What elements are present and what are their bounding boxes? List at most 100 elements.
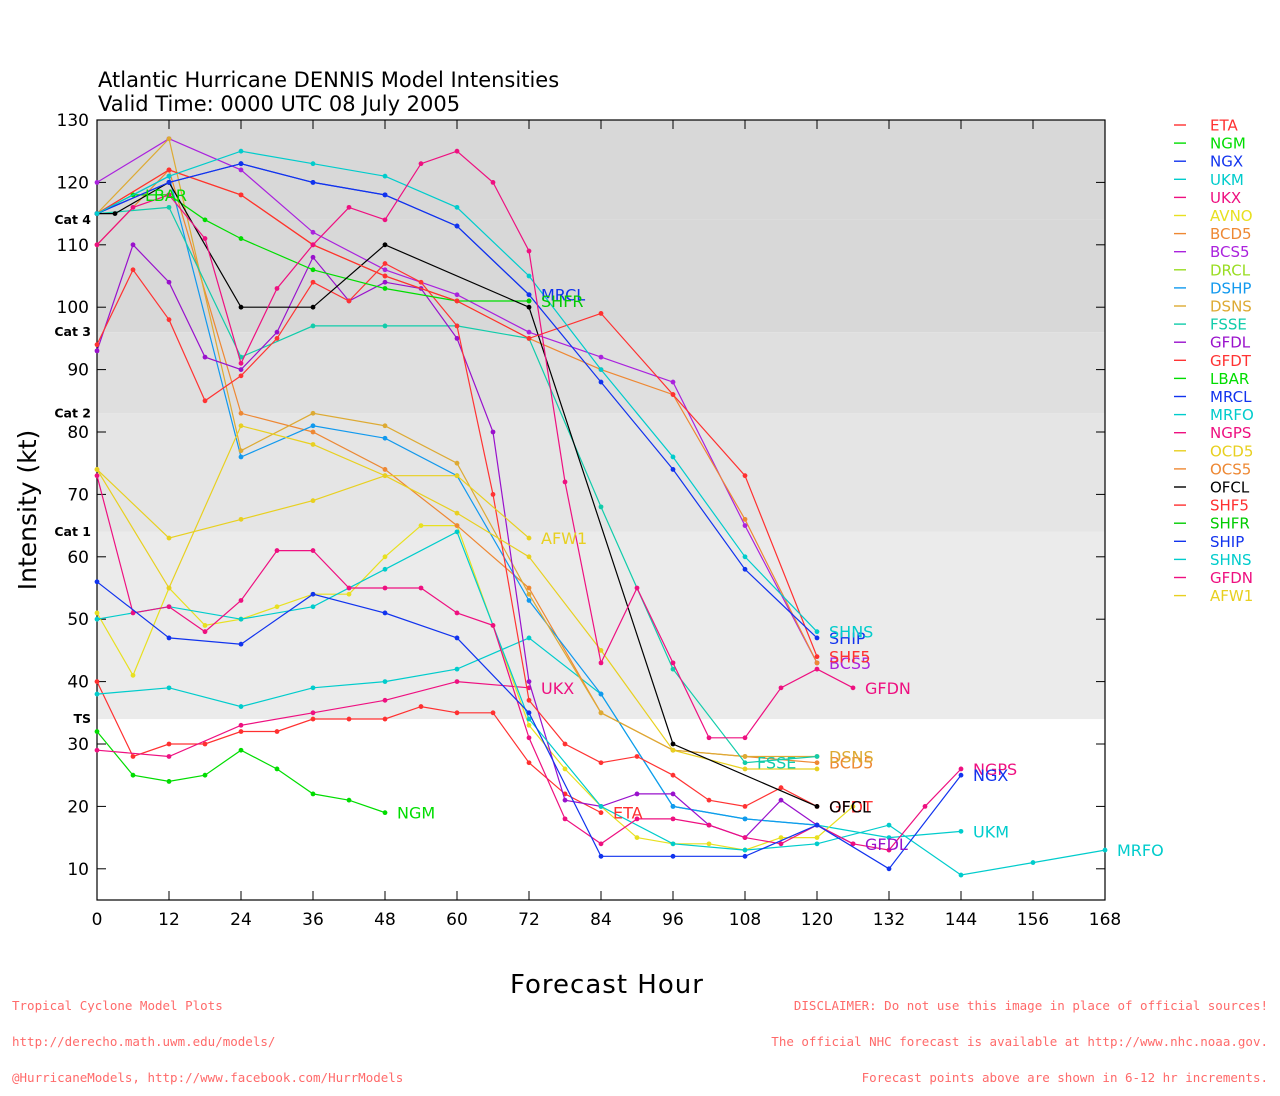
x-tick-label: 36	[302, 910, 324, 930]
data-point	[958, 772, 964, 778]
category-label: Cat 1	[54, 524, 91, 539]
data-point	[562, 797, 568, 803]
series-end-label: NGPS	[973, 760, 1017, 779]
data-point	[238, 729, 244, 734]
data-point	[814, 822, 820, 828]
x-tick-label: 96	[662, 910, 684, 930]
data-point	[94, 473, 100, 479]
data-point	[454, 635, 460, 641]
data-point	[94, 691, 100, 697]
data-point	[490, 623, 496, 628]
data-point	[238, 148, 244, 154]
data-point	[382, 173, 388, 179]
data-point	[526, 298, 532, 304]
data-point	[490, 710, 496, 716]
data-point	[598, 810, 604, 816]
legend-label: DRCL	[1210, 261, 1251, 279]
y-tick-label: 20	[67, 797, 89, 817]
data-point	[202, 398, 208, 404]
data-point	[454, 298, 460, 304]
data-point	[670, 791, 676, 797]
data-point	[598, 710, 604, 716]
data-point	[238, 161, 244, 167]
legend-item: MRFO	[1174, 406, 1254, 424]
data-point	[814, 654, 820, 660]
data-point	[526, 598, 532, 603]
data-point	[562, 479, 568, 485]
data-point	[670, 467, 676, 472]
data-point	[130, 610, 136, 616]
data-point	[886, 847, 892, 853]
data-point	[310, 498, 316, 504]
data-point	[346, 797, 352, 803]
data-point	[94, 579, 100, 585]
data-point	[814, 660, 820, 666]
data-point	[670, 392, 676, 397]
data-point	[814, 635, 820, 641]
data-point	[778, 841, 784, 847]
data-point	[382, 273, 388, 279]
y-tick-label: 130	[57, 111, 89, 131]
footer-credit-line: Tropical Cyclone Model Plots	[12, 998, 223, 1013]
data-point	[166, 585, 172, 591]
series-line	[96, 731, 386, 814]
data-point	[94, 729, 100, 734]
data-point	[526, 273, 532, 279]
series-end-label: SHNS	[829, 623, 873, 642]
legend-item: OCS5	[1174, 460, 1251, 478]
legend-label: MRCL	[1210, 388, 1252, 406]
data-point	[670, 804, 676, 809]
data-point	[526, 710, 532, 716]
data-point	[346, 204, 352, 210]
data-point	[166, 180, 172, 185]
data-point	[94, 467, 100, 472]
data-point	[202, 354, 208, 360]
x-tick-label: 144	[945, 910, 977, 930]
data-point	[310, 304, 316, 310]
legend-item: LBAR	[1174, 370, 1249, 388]
legend-item: OCD5	[1174, 442, 1253, 460]
legend-item: NGM	[1174, 135, 1246, 153]
category-band	[97, 120, 1105, 220]
series-ukx	[94, 679, 532, 759]
legend-item: SHF5	[1174, 497, 1249, 515]
data-point	[598, 504, 604, 510]
legend-item: BCD5	[1174, 225, 1252, 243]
data-point	[454, 204, 460, 210]
legend-label: SHIP	[1210, 533, 1244, 551]
legend-label: SHFR	[1210, 515, 1250, 533]
data-point	[598, 660, 604, 666]
y-tick-label: 80	[67, 423, 89, 443]
data-point	[382, 242, 388, 248]
data-point	[742, 523, 748, 528]
series-ofcl	[94, 180, 820, 809]
data-point	[526, 535, 532, 541]
footer-disclaimer-line: Forecast points above are shown in 6-12 …	[861, 1070, 1268, 1085]
data-point	[238, 448, 244, 454]
data-point	[814, 666, 820, 672]
data-point	[886, 835, 892, 840]
legend-item: FSSE	[1174, 316, 1247, 334]
data-point	[958, 872, 964, 878]
series-line	[96, 524, 854, 851]
legend-label: ETA	[1210, 117, 1238, 135]
data-point	[130, 242, 136, 248]
data-point	[634, 791, 640, 797]
data-point	[238, 616, 244, 622]
data-point	[742, 516, 748, 522]
data-point	[310, 410, 316, 416]
data-point	[310, 242, 316, 248]
data-point	[202, 741, 208, 747]
data-point	[382, 697, 388, 703]
data-point	[526, 292, 532, 298]
data-point	[454, 460, 460, 466]
legend-label: UKX	[1210, 189, 1241, 207]
data-point	[382, 435, 388, 441]
data-point	[454, 148, 460, 154]
data-point	[706, 797, 712, 803]
data-point	[490, 180, 496, 185]
data-point	[94, 180, 100, 185]
data-point	[742, 566, 748, 572]
data-point	[166, 136, 172, 142]
category-label: Cat 4	[54, 212, 91, 227]
